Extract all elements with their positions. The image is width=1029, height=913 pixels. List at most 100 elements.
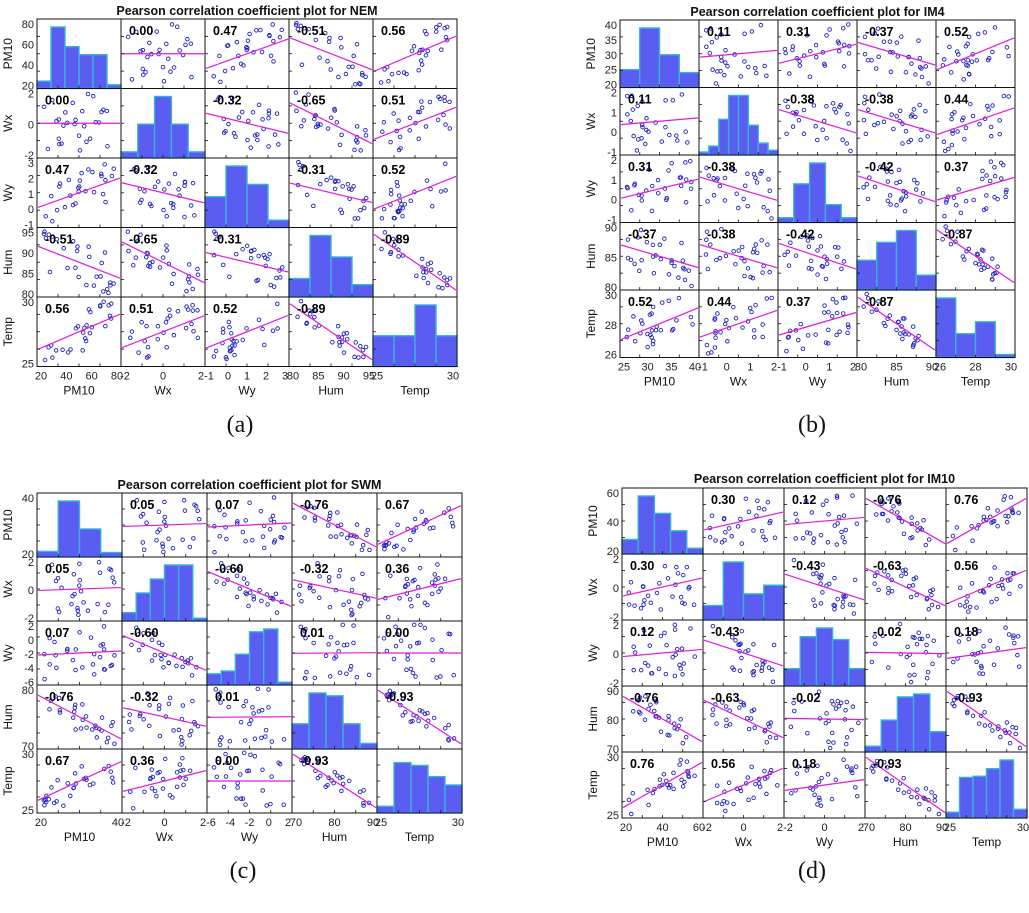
regression-line <box>620 117 699 126</box>
scatter-point <box>800 346 806 351</box>
scatter-point <box>752 725 757 731</box>
scatter-point <box>55 575 61 581</box>
scatter-point <box>41 798 47 803</box>
scatter-point <box>1003 194 1008 200</box>
regression-line <box>207 571 292 607</box>
scatter-point <box>834 542 840 547</box>
scatter-point <box>713 81 719 86</box>
scatter-point <box>266 687 271 692</box>
scatter-point <box>332 769 338 775</box>
scatter-point <box>171 271 176 277</box>
scatter-point <box>416 67 421 73</box>
scatter-point <box>764 740 770 745</box>
scatter-point <box>649 183 655 189</box>
scatter-point <box>649 328 655 333</box>
scatter-point <box>925 669 931 675</box>
scatter-point <box>324 177 329 183</box>
scatter-point <box>995 646 1001 651</box>
scatter-point <box>986 107 991 112</box>
scatter-point <box>419 62 425 67</box>
scatter-point <box>894 327 899 333</box>
scatter-point <box>827 745 833 751</box>
scatter-point <box>411 529 416 535</box>
cell-wy-hum: -0.42 <box>856 154 937 223</box>
scatter-point <box>818 601 824 606</box>
histogram-bar <box>206 673 222 686</box>
scatter-point <box>916 38 921 43</box>
cell-wx-temp: 0.56 <box>945 553 1028 621</box>
scatter-point <box>738 516 743 522</box>
scatter-point <box>1004 45 1010 50</box>
y-tick-label: 30 <box>22 749 34 761</box>
scatter-point <box>790 44 796 49</box>
scatter-point <box>267 33 272 39</box>
scatter-point <box>732 168 738 174</box>
scatter-point <box>296 592 302 597</box>
scatter-point <box>425 48 431 54</box>
scatter-point <box>261 252 266 258</box>
scatter-point <box>216 234 222 240</box>
cell-temp-pm10: 0.56 <box>36 296 122 367</box>
y-tick-label: -1 <box>24 220 34 232</box>
regression-line <box>37 761 122 801</box>
histogram-bar <box>187 151 206 159</box>
scatter-point <box>164 213 169 219</box>
scatter-point <box>359 70 365 76</box>
scatter-point <box>358 343 363 349</box>
scatter-point <box>766 177 771 182</box>
scatter-point <box>889 778 895 783</box>
scatter-point <box>140 66 146 72</box>
scatter-point <box>676 295 682 301</box>
correlation-value: 0.00 <box>45 94 69 108</box>
scatter-point <box>424 31 429 37</box>
scatter-point <box>161 665 166 670</box>
scatter-point <box>312 314 317 320</box>
scatter-point <box>830 296 836 302</box>
scatter-point <box>992 25 998 30</box>
scatter-point <box>906 583 912 589</box>
histogram-bar <box>435 335 458 368</box>
correlation-value: -0.87 <box>944 228 973 242</box>
scatter-point <box>189 321 194 327</box>
scatter-point <box>990 728 995 733</box>
scatter-point <box>74 248 80 254</box>
scatter-point <box>274 275 279 281</box>
scatter-point <box>260 326 265 332</box>
scatter-point <box>187 768 193 773</box>
scatter-point <box>919 636 925 642</box>
histogram-bar <box>36 80 52 90</box>
scatter-point <box>413 674 418 679</box>
y-tick-label: -2 <box>609 612 619 624</box>
scatter-point <box>359 547 365 553</box>
scatter-point <box>351 53 356 59</box>
regression-line <box>703 767 784 803</box>
scatter-point <box>942 213 947 219</box>
cell-hum-temp: -0.87 <box>935 222 1016 291</box>
histogram-bar <box>619 68 641 89</box>
scatter-point <box>753 302 758 308</box>
scatter-point <box>434 29 439 34</box>
scatter-point <box>145 54 150 60</box>
y-tick-label: 70 <box>607 744 619 756</box>
scatter-point <box>755 498 760 503</box>
scatter-point <box>397 134 403 140</box>
scatter-point <box>43 213 48 219</box>
x-variable-label: PM10 <box>63 384 95 398</box>
scatter-point <box>217 742 223 748</box>
scatter-point <box>829 314 835 319</box>
panel-caption: (b) <box>798 412 826 438</box>
scatter-point <box>903 70 909 75</box>
scatter-point <box>658 256 664 262</box>
y-variable-label: Hum <box>584 244 598 269</box>
scatter-point <box>334 120 340 125</box>
scatter-point <box>306 92 311 97</box>
scatter-point <box>723 60 728 65</box>
scatter-point <box>841 42 847 48</box>
scatter-point <box>360 347 366 353</box>
scatter-point <box>899 34 904 39</box>
scatter-point <box>444 277 450 283</box>
scatter-point <box>775 783 780 788</box>
scatter-point <box>224 536 229 542</box>
scatter-point <box>104 108 110 114</box>
scatter-point <box>935 604 941 610</box>
